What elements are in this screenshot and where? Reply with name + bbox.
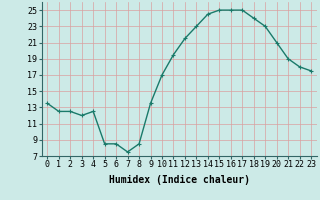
X-axis label: Humidex (Indice chaleur): Humidex (Indice chaleur) [109,175,250,185]
